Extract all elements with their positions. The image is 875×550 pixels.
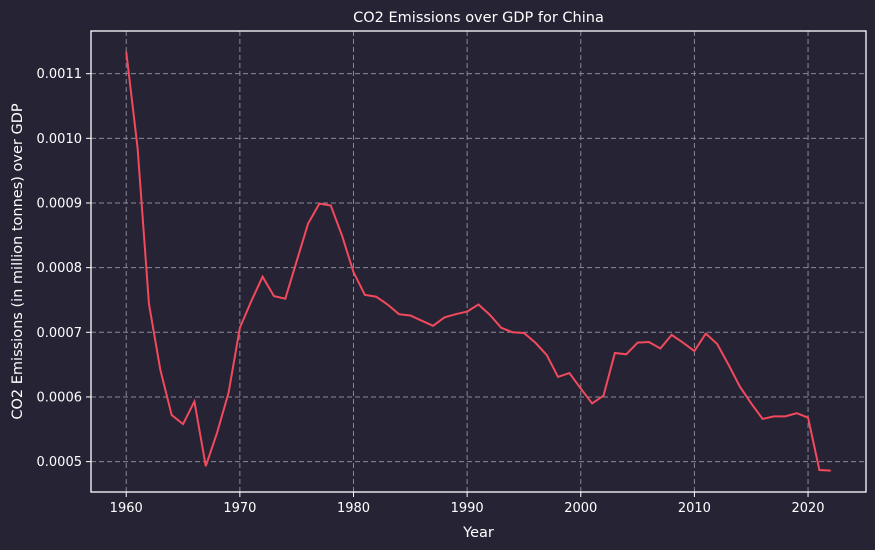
x-axis: 1960 1970 1980 1990 2000 2010 2020: [110, 492, 825, 516]
plot-frame: [90, 30, 867, 493]
x-tick-label: 1970: [223, 501, 256, 516]
y-tick-label: 0.0006: [37, 390, 83, 405]
y-tick-label: 0.0011: [37, 67, 83, 82]
series-line: [125, 51, 831, 472]
x-tick-label: 2010: [678, 501, 711, 516]
y-axis-title: CO2 Emissions (in million tonnes) over G…: [10, 103, 26, 419]
x-tick-label: 2000: [564, 501, 597, 516]
y-tick-label: 0.0009: [37, 196, 83, 211]
x-tick-label: 1990: [451, 501, 484, 516]
y-tick-label: 0.0010: [37, 132, 83, 147]
x-tick-label: 2020: [791, 501, 824, 516]
x-tick-label: 1980: [337, 501, 370, 516]
y-tick-label: 0.0007: [37, 326, 83, 341]
y-gridlines: [91, 73, 866, 463]
y-tick-label: 0.0008: [37, 261, 83, 276]
y-axis: 0.0005 0.0006 0.0007 0.0008 0.0009 0.0010 0.00…: [37, 67, 91, 470]
y-tick-label: 0.0005: [37, 455, 83, 470]
x-gridlines: [125, 31, 809, 492]
x-axis-title: Year: [462, 525, 494, 541]
x-tick-label: 1960: [110, 501, 143, 516]
chart-title: CO2 Emissions over GDP for China: [353, 10, 604, 26]
